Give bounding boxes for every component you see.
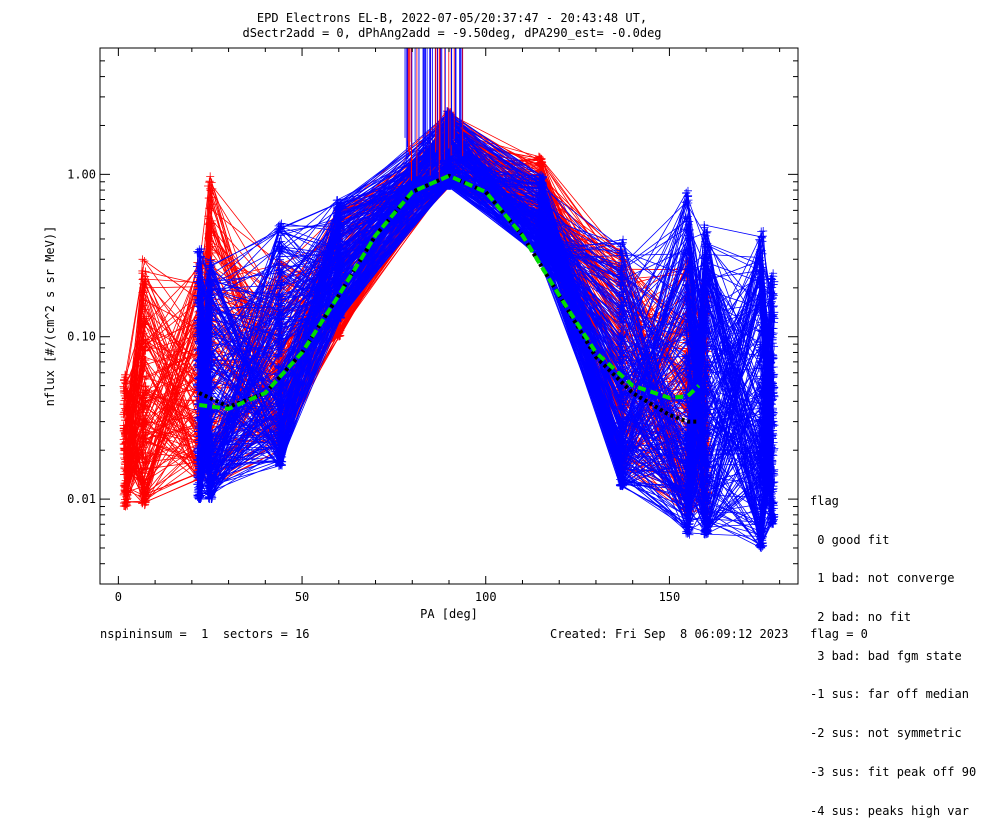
x-tick-label: 0 (115, 590, 122, 604)
x-tick-label: 50 (295, 590, 309, 604)
legend-entry-5: -2 sus: not symmetric (810, 727, 976, 740)
data-layer (120, 48, 779, 552)
series-1-point (757, 228, 765, 236)
y-tick-label: 0.10 (67, 330, 96, 344)
y-axis-label: nflux [#/(cm^2 s sr MeV)] (43, 226, 57, 407)
legend-entry-3: 3 bad: bad fgm state (810, 650, 976, 663)
series-0-point (206, 172, 214, 180)
legend-entry-4: -1 sus: far off median (810, 688, 976, 701)
legend-entry-6: -3 sus: fit peak off 90 (810, 766, 976, 779)
legend-entry-2: 2 bad: no fit (810, 611, 976, 624)
x-axis-label: PA [deg] (420, 607, 478, 621)
x-tick-label: 100 (475, 590, 497, 604)
legend-entry-1: 1 bad: not converge (810, 572, 976, 585)
legend-title: flag (810, 495, 976, 508)
y-tick-label: 0.01 (67, 492, 96, 506)
footer-right: Created: Fri Sep 8 06:09:12 2023 flag = … (550, 627, 868, 641)
chart-subtitle: dSectr2add = 0, dPhAng2add = -9.50deg, d… (242, 26, 661, 40)
series-1 (193, 107, 778, 552)
legend-entry-7: -4 sus: peaks high var (810, 805, 976, 818)
chart-title: EPD Electrons EL-B, 2022-07-05/20:37:47 … (257, 11, 647, 25)
footer-left: nspininsum = 1 sectors = 16 (100, 627, 310, 641)
y-tick-label: 1.00 (67, 167, 96, 181)
legend-entry-0: 0 good fit (810, 534, 976, 547)
x-tick-label: 150 (659, 590, 681, 604)
